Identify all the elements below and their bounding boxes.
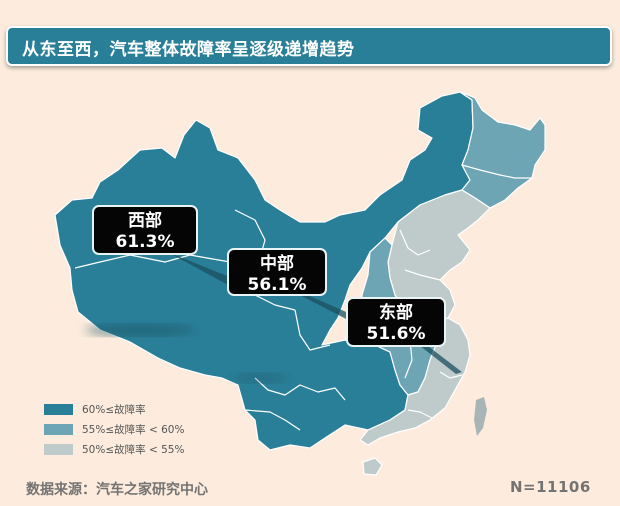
callout-west: 西部 61.3% (92, 205, 198, 255)
legend-swatch-mid (44, 424, 73, 435)
legend-item-mid: 55%≤故障率 < 60% (44, 420, 184, 439)
legend-item-high: 60%≤故障率 (44, 400, 184, 419)
callout-east-value: 51.6% (366, 324, 426, 344)
region-taiwan (474, 397, 487, 436)
callout-east-region: 东部 (379, 303, 413, 323)
sample-size: N=11106 (510, 478, 591, 496)
legend: 60%≤故障率 55%≤故障率 < 60% 50%≤故障率 < 55% (44, 400, 184, 460)
legend-label-mid: 55%≤故障率 < 60% (82, 424, 185, 436)
region-east-south (359, 317, 471, 446)
callout-central: 中部 56.1% (227, 248, 327, 296)
region-northeast (459, 91, 546, 209)
legend-swatch-high (44, 404, 73, 415)
legend-label-high: 60%≤故障率 (82, 404, 146, 416)
data-source: 数据来源：汽车之家研究中心 (26, 482, 208, 498)
callout-east: 东部 51.6% (346, 297, 446, 347)
callout-west-value: 61.3% (115, 232, 175, 252)
legend-label-low: 50%≤故障率 < 55% (82, 444, 185, 456)
legend-swatch-low (44, 444, 73, 455)
page-title: 从东至西，汽车整体故障率呈逐级递增趋势 (22, 40, 355, 60)
title-bar: 从东至西，汽车整体故障率呈逐级递增趋势 (6, 26, 612, 66)
legend-item-low: 50%≤故障率 < 55% (44, 440, 184, 459)
callout-central-region: 中部 (260, 254, 294, 274)
callout-west-region: 西部 (128, 211, 162, 231)
region-hainan (362, 457, 383, 476)
callout-central-value: 56.1% (247, 275, 307, 295)
